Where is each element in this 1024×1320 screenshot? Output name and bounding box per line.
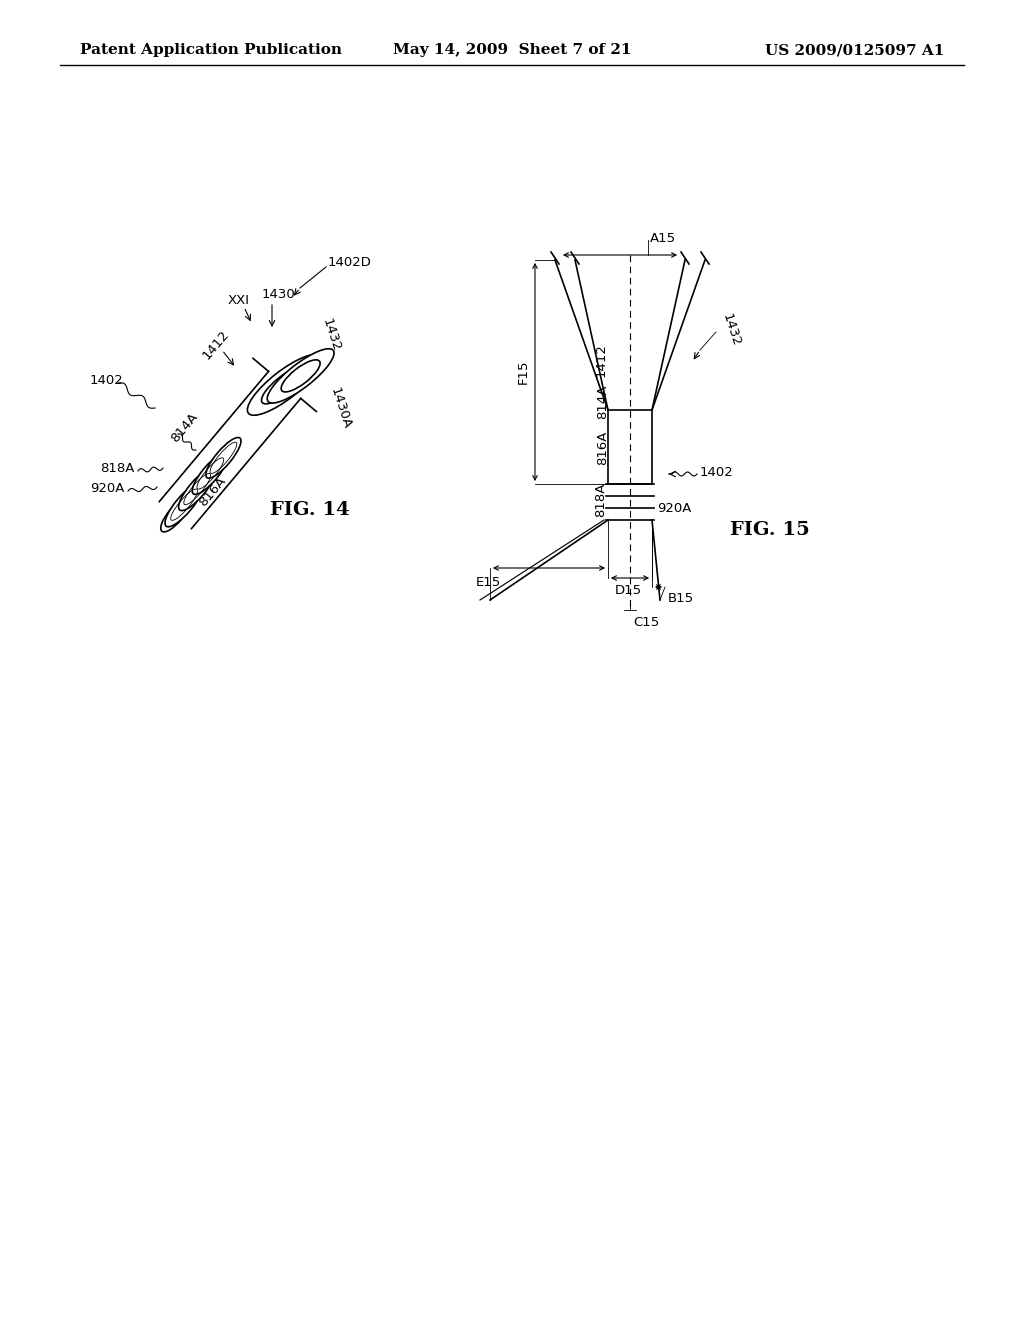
Text: 1432: 1432 [720, 312, 742, 348]
Ellipse shape [161, 499, 190, 532]
Text: 1402: 1402 [90, 374, 124, 387]
Ellipse shape [165, 483, 203, 527]
Ellipse shape [261, 366, 308, 404]
Ellipse shape [248, 355, 322, 416]
Text: FIG. 15: FIG. 15 [730, 521, 810, 539]
Text: 814A: 814A [596, 385, 609, 420]
Text: 1432: 1432 [319, 317, 343, 354]
Text: 816A: 816A [596, 430, 609, 465]
Text: Patent Application Publication: Patent Application Publication [80, 44, 342, 57]
Text: F15: F15 [517, 360, 530, 384]
Text: A15: A15 [650, 231, 676, 244]
Ellipse shape [267, 348, 334, 403]
Text: C15: C15 [633, 615, 659, 628]
Text: 1430: 1430 [262, 289, 296, 301]
Ellipse shape [193, 453, 228, 495]
Text: 1402D: 1402D [328, 256, 372, 268]
Text: 920A: 920A [90, 482, 124, 495]
Text: 816A: 816A [196, 475, 228, 510]
Text: 920A: 920A [657, 502, 691, 515]
Text: 1412: 1412 [595, 343, 608, 378]
Text: 1430A: 1430A [328, 385, 353, 430]
Text: May 14, 2009  Sheet 7 of 21: May 14, 2009 Sheet 7 of 21 [393, 44, 631, 57]
Text: XXI: XXI [228, 293, 250, 306]
Text: B15: B15 [668, 593, 694, 606]
Ellipse shape [282, 360, 321, 392]
Text: 818A: 818A [100, 462, 134, 474]
Text: 1412: 1412 [200, 327, 231, 362]
Text: 1402: 1402 [700, 466, 734, 479]
Ellipse shape [178, 467, 216, 511]
Text: US 2009/0125097 A1: US 2009/0125097 A1 [765, 44, 944, 57]
Text: FIG. 14: FIG. 14 [270, 502, 350, 519]
Text: 818A: 818A [594, 483, 607, 517]
Text: E15: E15 [475, 576, 501, 589]
Text: D15: D15 [614, 583, 642, 597]
Text: 814A: 814A [168, 411, 200, 445]
Ellipse shape [206, 437, 241, 478]
